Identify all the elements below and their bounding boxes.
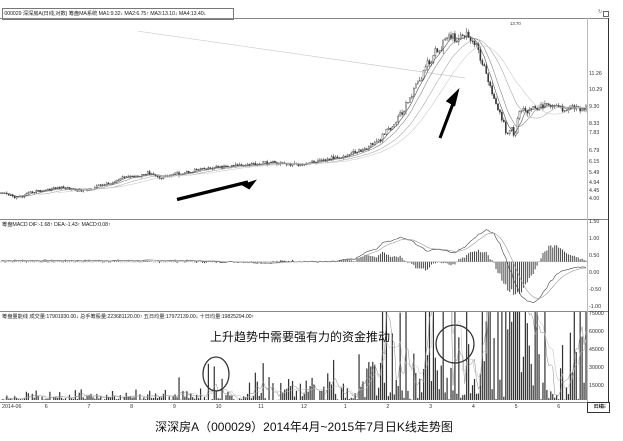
svg-text:13.70: 13.70: [510, 21, 521, 26]
svg-text:上升趋势中需要强有力的资金推动: 上升趋势中需要强有力的资金推动: [210, 329, 390, 344]
